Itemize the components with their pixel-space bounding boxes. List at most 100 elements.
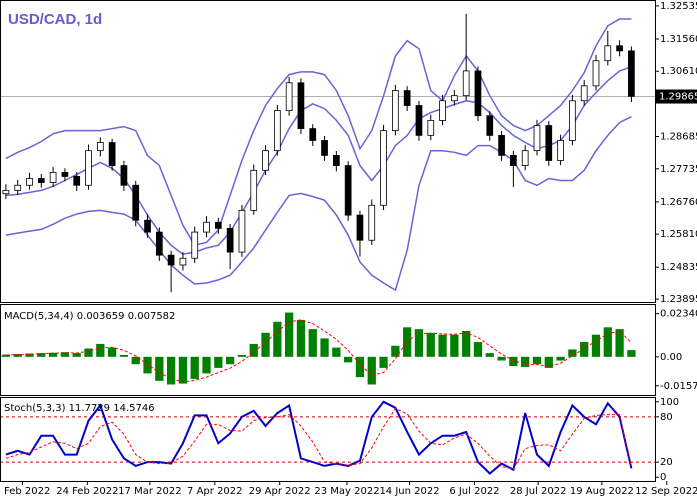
stoch-label: Stoch(5,3,3) 11.7729 14.5746 [4,403,155,414]
x-tick-label: 24 Feb 2022 [56,486,118,497]
candle-body [250,169,258,211]
macd-bar [1,354,11,357]
candle-body [61,171,69,177]
macd-bar [48,352,58,357]
macd-bar [403,327,412,357]
candle-body [167,254,175,266]
candle-body [380,130,387,206]
candle-body [439,100,446,121]
x-tick-label: 19 Aug 2022 [570,486,634,497]
candle-body [214,221,222,229]
candle-body [321,140,328,156]
macd-bar [367,356,376,385]
macd-bar [131,356,140,365]
macd-bar [143,356,152,374]
last-value: 11.7729 [69,403,110,414]
candle-body [262,150,269,171]
indicator-name: Stoch(5,3,3) [4,403,66,414]
indicator-line [5,400,633,475]
macd-bar [37,353,46,357]
candle-body [238,209,246,253]
x-tick-label: 12 Sep 2022 [635,486,697,497]
y-tick-label: 1.30610 [660,66,697,77]
macd-bar [556,356,565,361]
last-value: 14.5746 [113,403,154,414]
last-value: 0.007582 [128,311,176,322]
macd-bar [615,329,624,357]
macd-bar [580,342,589,357]
candle-body [226,227,234,253]
x-tick-label: 28 Jul 2022 [510,486,567,497]
candle-body [120,165,128,186]
macd-bar [190,356,199,379]
candle-body [533,125,541,152]
candle-body [26,178,33,186]
macd-bar [414,329,424,357]
y-tick-label: 0.023405 [660,309,697,320]
macd-bar [249,343,258,357]
candle-body [96,142,104,152]
x-tick-label: 14 Jun 2022 [379,486,439,497]
macd-bar [497,356,506,361]
macd-bar [438,334,447,357]
macd-bar [450,334,459,357]
candle-body [37,178,45,183]
indicator-name: MACD(5,34,4) [4,311,74,322]
candle-body [474,70,482,117]
macd-bar [320,338,329,357]
candle-body [344,165,352,216]
candle-body [203,221,210,233]
macd-bar [202,356,211,374]
macd-panel-border [0,304,656,396]
candle-body [569,100,576,141]
macd-bar [485,353,494,357]
macd-bar [107,347,117,357]
candle-body [498,134,505,156]
candle-body [191,231,199,259]
chart-title: USD/CAD, 1d [8,11,102,28]
macd-bar [96,343,105,357]
candle-body [427,120,435,136]
macd-bar [379,356,388,368]
candle-body [309,128,317,141]
x-tick-label: 2 Feb 2022 [0,486,50,497]
macd-bar [509,356,518,367]
candle-body [451,95,458,102]
macd-bar [627,350,636,357]
candle-body [545,125,553,161]
candle-body [510,155,517,166]
macd-bar [25,353,34,357]
indicator-line [5,407,632,470]
macd-bar [308,329,317,357]
candle-body [273,110,281,152]
candle-body [333,155,340,166]
candle-body [604,45,612,62]
candle-body [2,189,10,195]
candle-body [592,60,600,87]
y-tick-label: 1.32535 [660,1,697,12]
y-tick-label: 1.23895 [660,294,697,305]
candle-body [155,231,163,256]
candle-body [628,50,635,97]
macd-bar [214,356,223,368]
candle-body [49,171,57,183]
y-tick-label: 100 [660,397,679,408]
last-value: 0.003659 [77,311,125,322]
macd-bar [13,354,22,357]
candle-body [132,184,140,221]
candle-body [557,140,564,161]
macd-bar [84,348,93,357]
macd-bar [285,312,294,357]
macd-bar [568,349,577,357]
candle-body [616,45,623,52]
macd-bar [178,356,188,384]
y-tick-label: 0 [660,472,666,483]
candle-body [368,204,376,241]
y-tick-label: 20 [660,457,673,468]
candle-body [73,176,81,186]
candle-body [297,82,305,129]
candle-body [486,115,494,136]
x-tick-label: 7 Apr 2022 [187,486,242,497]
macd-bar [261,332,270,357]
